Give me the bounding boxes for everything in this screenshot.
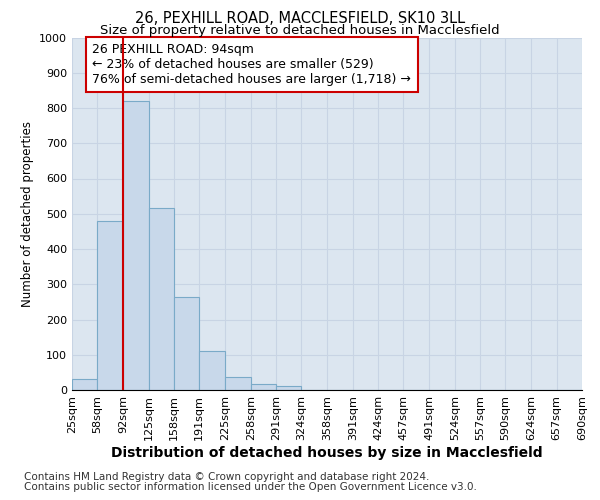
Bar	[226, 376, 251, 390]
Bar	[174, 296, 199, 390]
Text: 26, PEXHILL ROAD, MACCLESFIELD, SK10 3LL: 26, PEXHILL ROAD, MACCLESFIELD, SK10 3LL	[135, 11, 465, 26]
Text: 26 PEXHILL ROAD: 94sqm
← 23% of detached houses are smaller (529)
76% of semi-de: 26 PEXHILL ROAD: 94sqm ← 23% of detached…	[92, 43, 411, 86]
Y-axis label: Number of detached properties: Number of detached properties	[20, 120, 34, 306]
Bar	[251, 384, 276, 390]
Bar	[149, 208, 174, 390]
Bar	[276, 386, 301, 390]
Text: Contains public sector information licensed under the Open Government Licence v3: Contains public sector information licen…	[24, 482, 477, 492]
Bar	[199, 351, 224, 390]
X-axis label: Distribution of detached houses by size in Macclesfield: Distribution of detached houses by size …	[111, 446, 543, 460]
Bar	[72, 380, 97, 390]
Bar	[124, 101, 149, 390]
Bar	[97, 221, 122, 390]
Text: Contains HM Land Registry data © Crown copyright and database right 2024.: Contains HM Land Registry data © Crown c…	[24, 472, 430, 482]
Text: Size of property relative to detached houses in Macclesfield: Size of property relative to detached ho…	[100, 24, 500, 37]
